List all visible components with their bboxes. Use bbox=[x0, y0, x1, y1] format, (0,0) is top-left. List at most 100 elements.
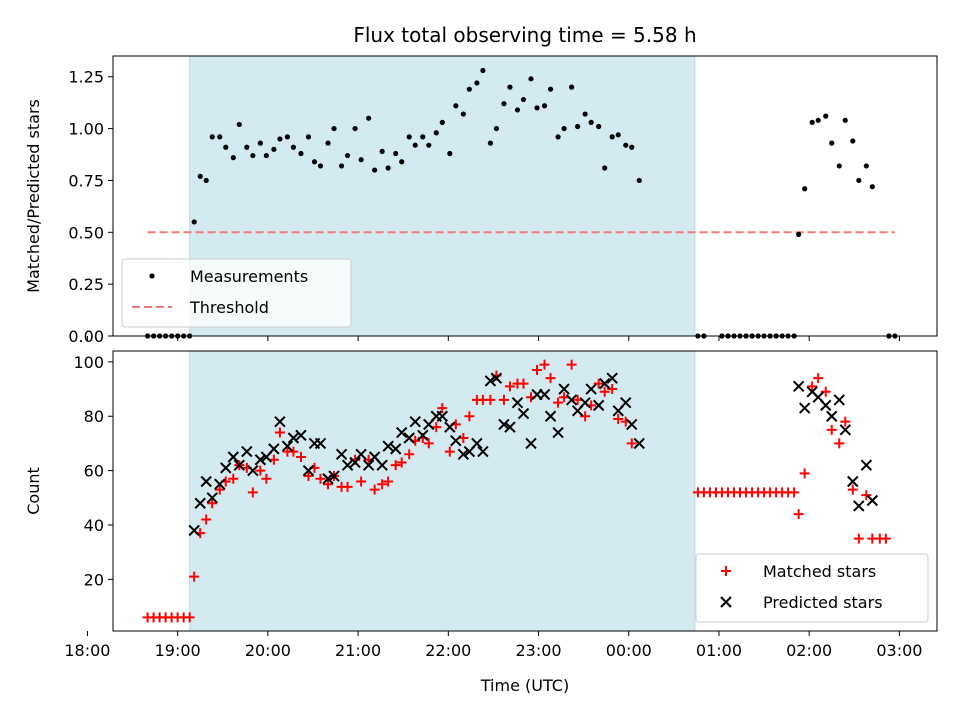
top-panel: 0.00 0.25 0.50 0.75 1.00 1.25 Matched/Predicte… bbox=[24, 55, 938, 346]
predicted-star-marker bbox=[833, 394, 845, 406]
measurement-point bbox=[547, 86, 554, 92]
matched-star-marker bbox=[383, 476, 394, 487]
legend-box bbox=[695, 553, 929, 623]
measurement-point bbox=[796, 231, 802, 237]
matched-star-marker bbox=[840, 416, 851, 427]
matched-star-marker bbox=[377, 479, 388, 490]
predicted-star-marker bbox=[820, 399, 832, 412]
measurement-point bbox=[501, 101, 507, 107]
predicted-star-marker bbox=[544, 410, 557, 422]
matched-star-marker bbox=[498, 394, 509, 405]
top-y-axis-label: Matched/Predicted stars bbox=[24, 99, 43, 293]
measurement-point bbox=[317, 163, 324, 169]
matched-star-marker bbox=[861, 490, 872, 501]
x-tick-label: 01:00 bbox=[696, 641, 742, 660]
legend-label-matched: Matched stars bbox=[763, 562, 876, 581]
measurement-point bbox=[338, 163, 345, 169]
predicted-star-marker bbox=[450, 435, 462, 447]
predicted-star-marker bbox=[847, 475, 859, 488]
legend-label-measurements: Measurements bbox=[190, 267, 308, 286]
predicted-star-marker bbox=[281, 440, 294, 452]
predicted-star-marker bbox=[626, 418, 638, 431]
measurement-point bbox=[534, 105, 540, 111]
matched-star-marker bbox=[404, 449, 415, 460]
measurement-point bbox=[271, 146, 277, 152]
x-tick-label: 18:00 bbox=[64, 641, 110, 660]
predicted-star-marker bbox=[395, 426, 408, 439]
matched-star-marker bbox=[431, 422, 442, 433]
measurement-point bbox=[520, 96, 527, 103]
matched-star-marker bbox=[423, 438, 434, 449]
measurement-point bbox=[615, 132, 621, 138]
matched-star-marker bbox=[184, 612, 195, 623]
measurement-point bbox=[191, 219, 197, 225]
top-legend: Measurements Threshold bbox=[121, 258, 352, 328]
measurement-point bbox=[609, 134, 615, 140]
measurement-point bbox=[406, 134, 412, 140]
predicted-star-marker bbox=[328, 470, 340, 482]
predicted-star-marker bbox=[471, 437, 483, 450]
matched-star-marker bbox=[807, 381, 818, 392]
predicted-star-marker bbox=[389, 443, 402, 455]
matched-star-marker bbox=[485, 394, 496, 405]
x-tick-label: 03:00 bbox=[876, 641, 922, 660]
matched-star-marker bbox=[799, 468, 810, 479]
measurement-point bbox=[439, 119, 445, 125]
predicted-star-marker bbox=[477, 445, 489, 458]
matched-star-marker bbox=[369, 484, 380, 495]
predicted-star-marker bbox=[490, 372, 503, 384]
measurement-point bbox=[487, 140, 494, 146]
y-tick-label: 1.25 bbox=[68, 68, 104, 87]
matched-star-marker bbox=[437, 403, 448, 414]
x-tick-label: 21:00 bbox=[335, 641, 381, 660]
measurement-point bbox=[372, 167, 378, 173]
y-tick-label: 40 bbox=[84, 516, 104, 535]
measurement-point bbox=[257, 140, 263, 146]
matched-star-marker bbox=[295, 452, 306, 463]
predicted-star-marker bbox=[792, 380, 805, 393]
measurement-point bbox=[311, 159, 318, 165]
predicted-star-marker bbox=[355, 448, 367, 461]
measurement-point bbox=[197, 173, 203, 179]
predicted-star-marker bbox=[866, 494, 879, 507]
measurement-point bbox=[331, 125, 337, 132]
matched-star-marker bbox=[268, 454, 279, 465]
measurement-point bbox=[466, 86, 472, 92]
measurement-point bbox=[528, 76, 534, 82]
measurement-point bbox=[412, 142, 418, 148]
predicted-star-marker bbox=[341, 459, 354, 471]
predicted-star-marker bbox=[206, 492, 218, 504]
top-axes-frame bbox=[112, 55, 938, 337]
matched-star-marker bbox=[504, 381, 515, 392]
predicted-star-marker bbox=[517, 407, 530, 420]
predicted-star-marker bbox=[349, 456, 361, 469]
predicted-star-marker bbox=[538, 388, 551, 401]
measurement-point bbox=[582, 111, 588, 117]
measurement-point bbox=[850, 138, 856, 144]
matched-star-marker bbox=[599, 386, 610, 397]
measurement-point bbox=[230, 155, 236, 161]
matched-star-marker bbox=[572, 394, 583, 405]
predicted-star-marker bbox=[598, 377, 611, 390]
predicted-star-marker bbox=[314, 437, 327, 450]
measurement-point bbox=[815, 117, 821, 123]
predicted-star-marker bbox=[558, 383, 570, 395]
matched-star-marker bbox=[458, 432, 469, 443]
predicted-star-marker bbox=[504, 421, 516, 433]
y-tick-label: 0.75 bbox=[68, 171, 104, 190]
predicted-star-marker bbox=[200, 475, 212, 488]
measurement-point bbox=[829, 140, 835, 146]
predicted-star-marker bbox=[322, 473, 334, 485]
matched-star-marker bbox=[545, 373, 556, 384]
measurement-point bbox=[244, 144, 250, 150]
observing-interval-shading bbox=[189, 350, 696, 632]
measurement-point bbox=[460, 111, 466, 117]
predicted-star-marker bbox=[585, 383, 597, 395]
predicted-star-marker bbox=[233, 459, 246, 471]
predicted-star-marker bbox=[188, 524, 200, 537]
predicted-star-marker bbox=[241, 445, 253, 458]
y-tick-label: 100 bbox=[73, 353, 104, 372]
bottom-axes-frame bbox=[112, 350, 938, 632]
measurement-point bbox=[420, 134, 426, 140]
measurement-point bbox=[493, 125, 500, 132]
